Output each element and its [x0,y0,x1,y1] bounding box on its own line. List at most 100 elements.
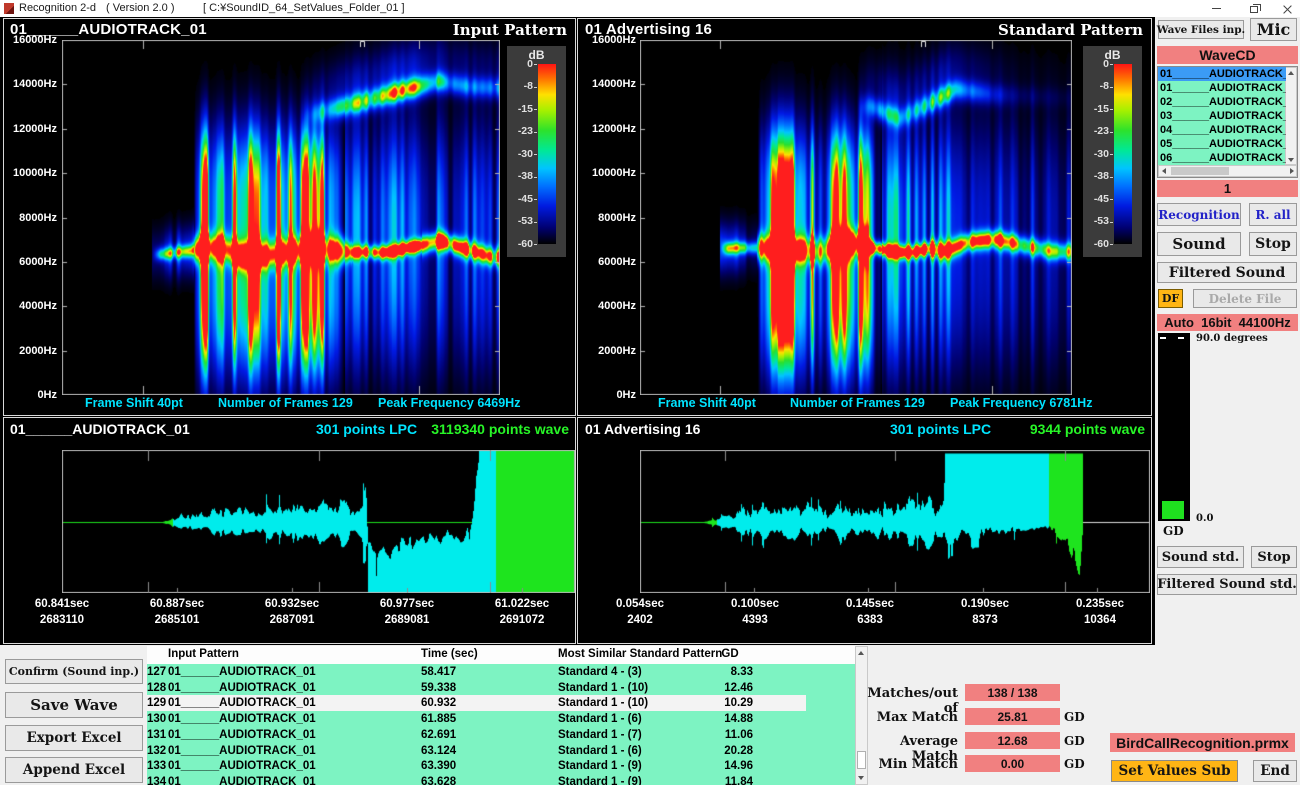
sample-axis-tick-label: 2691072 [499,614,545,626]
scroll-up-icon[interactable] [858,651,864,655]
append-excel-button[interactable]: Append Excel [5,757,143,783]
standard-pattern-cell: Standard 1 - (9) [558,760,642,773]
restore-icon [1250,4,1261,13]
input-pattern-cell: 01______AUDIOTRACK_01 [168,744,316,757]
standard-pattern-cell: Standard 1 - (7) [558,728,642,741]
wavecd-label: WaveCD [1157,46,1298,64]
sound-std-button[interactable]: Sound std. [1157,546,1244,568]
table-row[interactable]: 130 01______AUDIOTRACK_01 61.885 Standard 1… [147,711,855,728]
db-tick-label: -38 [517,170,533,182]
scroll-down-icon[interactable] [858,776,864,780]
time-axis-tick-label: 0.100sec [731,598,779,610]
table-row[interactable]: 131 01______AUDIOTRACK_01 62.691 Standard 1… [147,726,855,743]
recognition-button[interactable]: Recognition [1157,203,1241,226]
sample-axis-tick-label: 6383 [857,614,883,626]
time-cell: 60.932 [421,697,457,710]
results-table-scrollbar[interactable] [855,646,868,785]
gd-meter [1158,333,1190,521]
export-excel-button[interactable]: Export Excel [5,725,143,751]
db-tick-mark [534,176,537,178]
freq-axis-tick-label: 8000Hz [19,211,57,224]
db-tick-label: -60 [1093,237,1109,250]
scroll-left-icon[interactable] [1162,168,1166,174]
restore-button[interactable] [1238,0,1270,17]
gd-cell: 14.96 [724,760,753,773]
hscroll-thumb[interactable] [1171,167,1229,175]
db-tick-mark [534,154,537,155]
input-pattern-cell: 01______AUDIOTRACK_01 [168,728,316,741]
time-cell: 61.885 [421,713,457,726]
wave-file-list-item[interactable]: 03______AUDIOTRACK_ [1160,110,1286,122]
sound-button[interactable]: Sound [1157,232,1241,256]
db-tick-mark [1110,199,1113,200]
row-number-cell: 127 [147,666,167,678]
row-number-cell: 128 [147,681,167,694]
num-frames-label: Number of Frames 129 [790,396,925,410]
table-row[interactable]: 128 01______AUDIOTRACK_01 59.338 Standard 1… [147,679,855,696]
set-values-sub-button[interactable]: Set Values Sub [1111,760,1238,782]
gd-unit-label: GD [1064,734,1085,748]
stop-button[interactable]: Stop [1249,232,1297,256]
app-version: ( Version 2.0 ) [106,2,175,14]
delete-file-button[interactable]: Delete File [1193,289,1297,308]
db-tick-mark [1110,176,1113,178]
gd-cell: 20.28 [724,744,753,757]
row-number-cell: 129 [147,697,167,710]
db-tick-mark [1110,109,1113,110]
standard-waveform-plot [640,450,1150,593]
db-tick-mark [534,64,537,65]
db-tick-mark [534,131,537,133]
db-tick-label: -30 [517,147,533,160]
time-cell: 63.628 [421,775,457,785]
wave-file-list-item[interactable]: 04______AUDIOTRACK_ [1160,124,1286,136]
scroll-down-icon[interactable] [1288,158,1294,162]
db-tick-mark [534,199,537,200]
close-button[interactable] [1274,0,1300,17]
sample-axis-tick-label: 2683110 [39,614,85,626]
file-list-hscrollbar[interactable] [1158,165,1297,177]
filtered-sound-button[interactable]: Filtered Sound [1157,262,1297,283]
max-match-value: 25.81 [965,708,1060,725]
wave-file-list-item[interactable]: 06______AUDIOTRACK_ [1160,152,1286,164]
wave-files-input-button[interactable]: Wave Files inp. [1157,20,1245,39]
wave-file-list-item[interactable]: 05______AUDIOTRACK_ [1160,138,1286,150]
row-number-cell: 134 [147,775,167,785]
sample-axis-tick-label: 2689081 [384,614,430,626]
wave-file-list[interactable]: 01______AUDIOTRACK_ 01______AUDIOTRACK_ 02… [1157,66,1298,178]
confirm-sound-input-button[interactable]: Confirm (Sound inp.) [5,659,143,684]
table-row[interactable]: 134 01______AUDIOTRACK_01 63.628 Standard 1… [147,773,855,785]
df-button[interactable]: DF [1158,289,1183,308]
colorbar-title: dB [1104,48,1121,62]
frame-shift-label: Frame Shift 40pt [658,396,756,410]
wave-file-list-item[interactable]: 01______AUDIOTRACK_ [1158,67,1286,81]
save-wave-button[interactable]: Save Wave [5,692,143,718]
time-axis-tick-label: 60.841sec [34,598,90,610]
wave-file-list-item[interactable]: 01______AUDIOTRACK_ [1160,82,1286,94]
gd-cell: 11.84 [724,775,753,785]
mic-button[interactable]: Mic [1250,18,1297,41]
freq-axis-tick-label: 8000Hz [598,211,636,224]
time-cell: 58.417 [421,666,457,678]
table-row[interactable]: 132 01______AUDIOTRACK_01 63.124 Standard 1… [147,742,855,759]
freq-axis-tick-label: 0Hz [616,389,636,401]
vscroll-thumb[interactable] [857,751,866,769]
standard-pattern-label: Standard Pattern [997,21,1143,39]
table-row[interactable]: 127 01______AUDIOTRACK_01 58.417 Standard 4… [147,664,855,680]
wave-file-list-item[interactable]: 02______AUDIOTRACK_ [1160,96,1286,108]
end-button[interactable]: End [1253,760,1297,782]
selected-count-box: 1 [1157,180,1298,197]
average-match-value: 12.68 [965,732,1060,749]
table-row[interactable]: 129 01______AUDIOTRACK_01 60.932 Standard 1… [147,695,855,712]
colorbar-title: dB [528,48,545,62]
scroll-up-icon[interactable] [1288,71,1294,75]
table-row[interactable]: 133 01______AUDIOTRACK_01 63.390 Standard 1… [147,758,855,775]
db-tick-label: -38 [1093,170,1109,182]
filtered-sound-std-button[interactable]: Filtered Sound std. [1157,574,1297,595]
recognize-all-button[interactable]: R. all [1249,203,1297,226]
stop-std-button[interactable]: Stop [1251,546,1297,568]
minimize-button[interactable] [1200,0,1232,17]
scroll-right-icon[interactable] [1290,168,1294,174]
file-list-vscrollbar[interactable] [1285,67,1297,165]
time-axis-tick-label: 60.887sec [149,598,205,610]
db-tick-mark [1110,221,1113,223]
